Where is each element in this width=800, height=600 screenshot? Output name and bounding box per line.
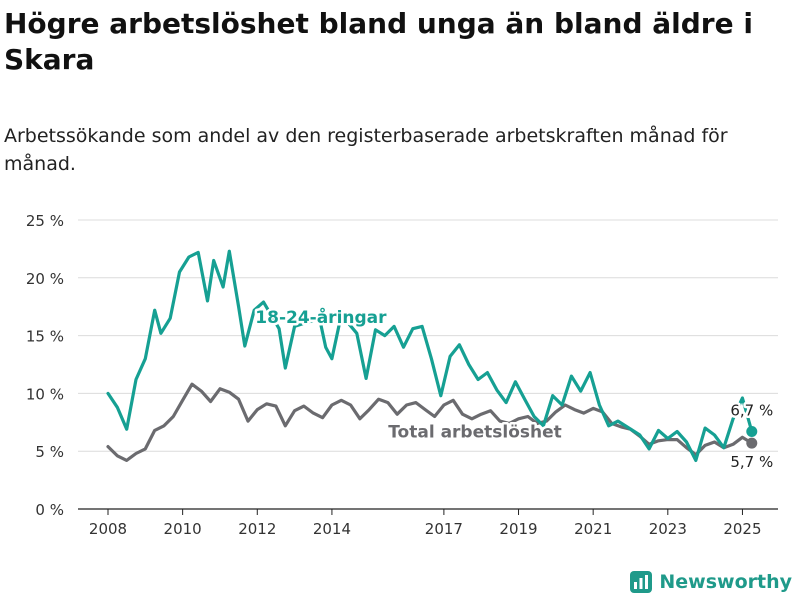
series-lines xyxy=(106,249,758,462)
end-value-label: 5,7 % xyxy=(730,453,773,471)
newsworthy-brand: Newsworthy xyxy=(629,570,792,594)
x-tick-label: 2008 xyxy=(89,520,127,538)
y-tick-label: 25 % xyxy=(26,212,64,230)
y-tick-label: 10 % xyxy=(26,385,64,403)
x-tick-label: 2017 xyxy=(425,520,463,538)
x-tick-label: 2014 xyxy=(313,520,351,538)
series-end-point xyxy=(746,426,758,438)
y-tick-label: 20 % xyxy=(26,270,64,288)
gridlines xyxy=(78,219,778,510)
end-value-label: 6,7 % xyxy=(730,402,773,420)
x-tick-label: 2023 xyxy=(649,520,687,538)
x-tick-label: 2010 xyxy=(164,520,202,538)
y-tick-label: 15 % xyxy=(26,328,64,346)
x-tick-label: 2021 xyxy=(574,520,612,538)
x-axis-ticks: 2008 2010 2012 2014 2017 2019 2021 2023 2025 xyxy=(89,509,762,538)
newsworthy-logo-icon xyxy=(630,571,653,593)
y-tick-label: 0 % xyxy=(35,501,64,519)
series-label: Total arbetslöshet xyxy=(388,422,562,442)
series-end-point xyxy=(746,437,758,449)
y-axis-ticks: 0 % 5 % 10 % 15 % 20 % 25 % xyxy=(26,212,64,519)
series-line xyxy=(106,249,754,462)
x-tick-label: 2012 xyxy=(238,520,276,538)
y-tick-label: 5 % xyxy=(35,443,64,461)
series-labels: 18-24-åringar Total arbetslöshet 6,7 % 5,7 … xyxy=(253,303,776,473)
brand-name: Newsworthy xyxy=(659,571,792,593)
x-tick-label: 2025 xyxy=(723,520,761,538)
series-label: 18-24-åringar xyxy=(255,306,387,328)
chart-subtitle: Arbetssökande som andel av den registerb… xyxy=(4,125,728,175)
chart-title: Högre arbetslöshet bland unga än bland ä… xyxy=(4,7,753,76)
x-tick-label: 2019 xyxy=(499,520,537,538)
